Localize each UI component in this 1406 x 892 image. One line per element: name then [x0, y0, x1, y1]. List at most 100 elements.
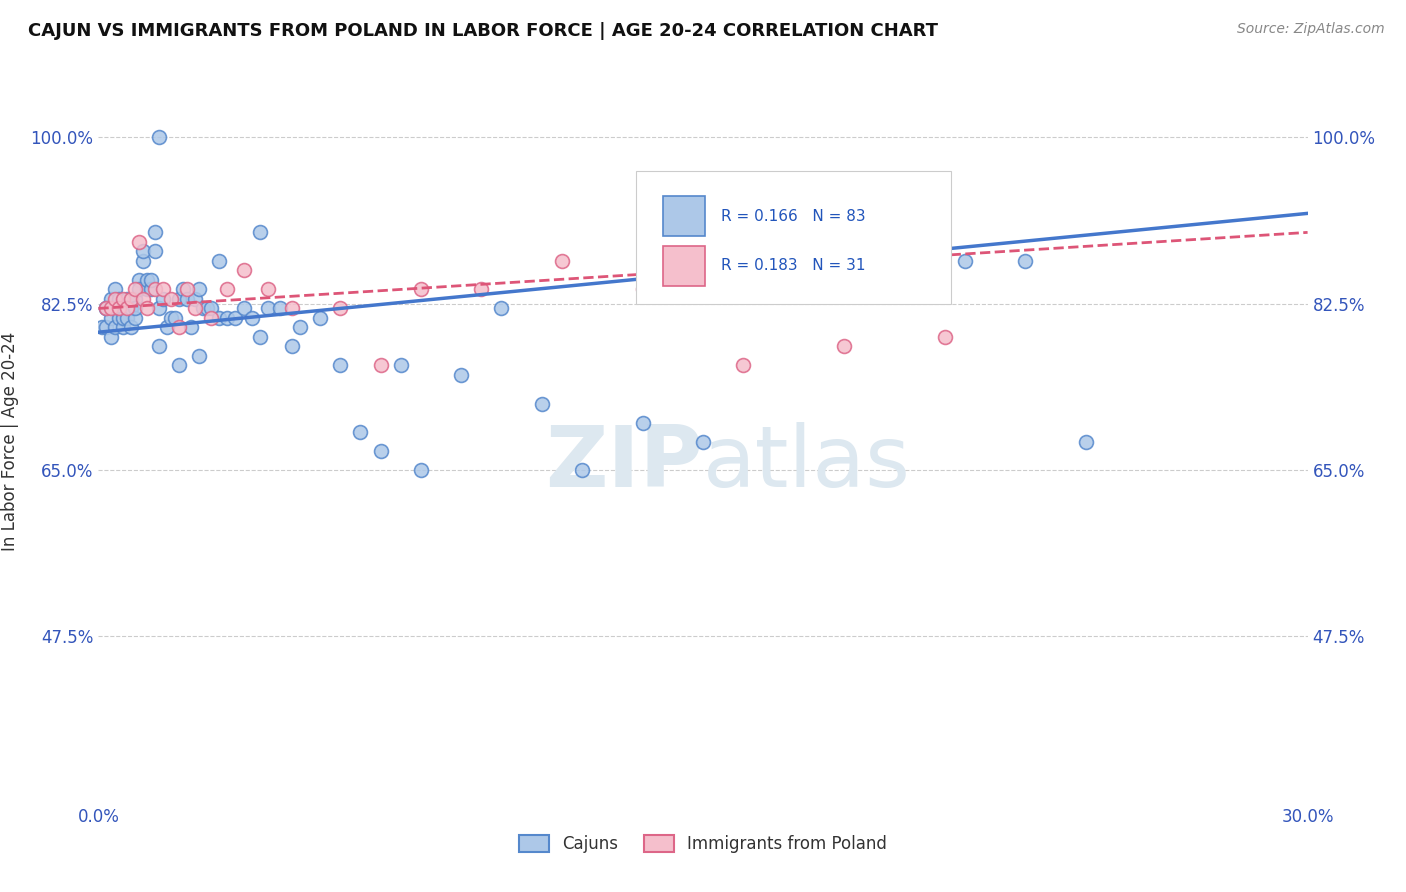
Point [103, 292, 125, 306]
Point [217, 282, 239, 296]
Point [893, 253, 915, 268]
Point [120, 320, 142, 334]
Point [128, 282, 150, 296]
Point [329, 359, 352, 373]
Point [281, 339, 304, 353]
Point [208, 310, 231, 325]
Point [208, 253, 231, 268]
Point [200, 310, 222, 325]
Point [107, 301, 129, 316]
Point [111, 292, 134, 306]
Point [100, 330, 122, 344]
Point [288, 320, 311, 334]
Point [111, 301, 134, 316]
Point [167, 320, 190, 334]
Point [100, 292, 122, 306]
Point [152, 282, 174, 296]
Point [163, 310, 186, 325]
Point [571, 463, 593, 477]
Point [370, 444, 392, 458]
FancyBboxPatch shape [637, 170, 950, 304]
Point [188, 282, 211, 296]
Point [111, 310, 134, 325]
Point [143, 226, 166, 240]
Point [135, 301, 157, 316]
Point [232, 301, 254, 316]
Point [188, 349, 211, 363]
Point [193, 301, 215, 316]
Point [692, 434, 714, 449]
Point [160, 310, 183, 325]
Point [156, 320, 179, 334]
Point [224, 310, 246, 325]
Point [551, 253, 574, 268]
Point [135, 282, 157, 296]
Point [143, 244, 166, 259]
Point [953, 253, 976, 268]
Point [349, 425, 371, 439]
Point [631, 416, 654, 430]
Point [329, 301, 352, 316]
Point [200, 301, 222, 316]
Point [176, 292, 198, 306]
Point [128, 235, 150, 249]
Point [91, 320, 114, 334]
Point [832, 226, 855, 240]
Point [103, 301, 125, 316]
Point [631, 282, 654, 296]
Point [96, 301, 118, 316]
Point [143, 282, 166, 296]
Text: Source: ZipAtlas.com: Source: ZipAtlas.com [1237, 22, 1385, 37]
Text: atlas: atlas [703, 422, 911, 505]
Point [409, 463, 432, 477]
Point [167, 359, 190, 373]
Point [772, 263, 794, 277]
Y-axis label: In Labor Force | Age 20-24: In Labor Force | Age 20-24 [1, 332, 20, 551]
Point [256, 301, 278, 316]
Point [132, 244, 155, 259]
Point [309, 310, 332, 325]
Bar [664, 246, 706, 286]
Text: ZIP: ZIP [546, 422, 703, 505]
Point [115, 301, 138, 316]
Point [107, 310, 129, 325]
Point [111, 320, 134, 334]
Point [470, 282, 492, 296]
Point [124, 301, 146, 316]
Point [120, 301, 142, 316]
Point [115, 301, 138, 316]
Point [115, 292, 138, 306]
Point [195, 301, 218, 316]
Point [167, 292, 190, 306]
Point [1014, 253, 1036, 268]
Point [733, 359, 755, 373]
Point [240, 310, 263, 325]
Point [249, 226, 271, 240]
Point [107, 301, 129, 316]
Point [96, 301, 118, 316]
Point [124, 282, 146, 296]
Point [370, 359, 392, 373]
Point [450, 368, 472, 382]
Text: R = 0.183   N = 31: R = 0.183 N = 31 [721, 259, 866, 274]
Point [281, 301, 304, 316]
Point [152, 292, 174, 306]
Point [107, 292, 129, 306]
Point [128, 273, 150, 287]
Point [184, 292, 207, 306]
Point [148, 130, 170, 145]
Legend: Cajuns, Immigrants from Poland: Cajuns, Immigrants from Poland [513, 828, 893, 860]
Point [934, 330, 956, 344]
Point [1074, 434, 1097, 449]
Point [96, 320, 118, 334]
Point [135, 273, 157, 287]
Point [409, 282, 432, 296]
Point [249, 330, 271, 344]
Point [100, 310, 122, 325]
Point [132, 292, 155, 306]
Point [256, 282, 278, 296]
Point [184, 301, 207, 316]
Point [148, 339, 170, 353]
Point [491, 301, 513, 316]
Point [120, 292, 142, 306]
